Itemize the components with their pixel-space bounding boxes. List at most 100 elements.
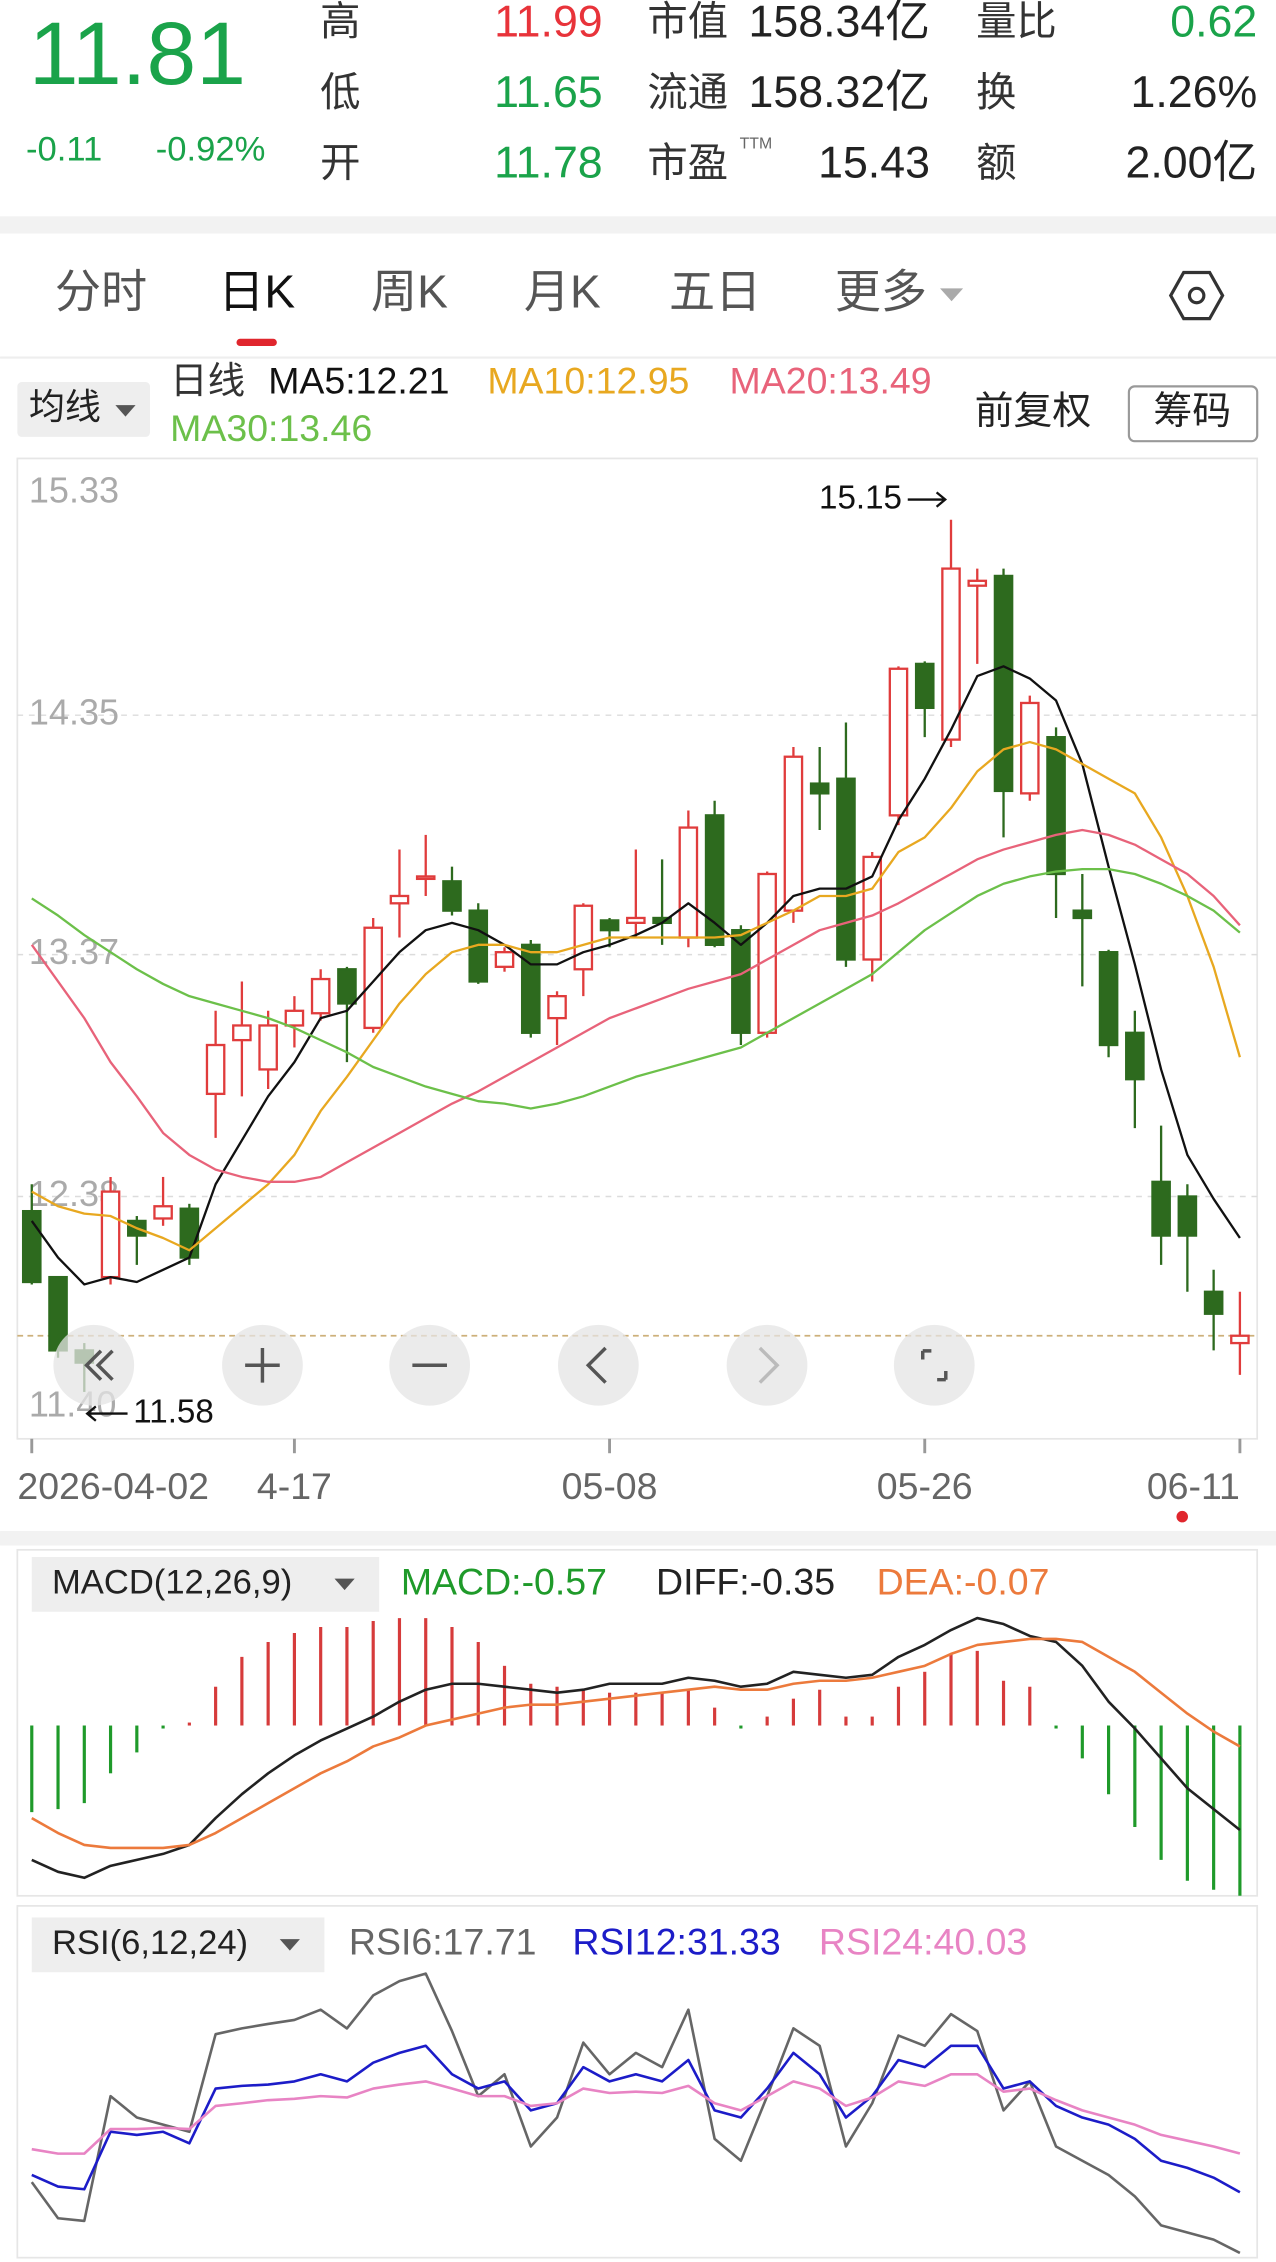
candle-body <box>415 875 436 881</box>
chips-button-bg[interactable] <box>1127 385 1259 443</box>
candle-body <box>100 1190 121 1279</box>
zoom-button[interactable] <box>893 1324 975 1406</box>
macd-button-bg[interactable] <box>31 1557 380 1612</box>
zoom-icon <box>585 1346 607 1384</box>
stat-value: 1.26% <box>1130 68 1257 117</box>
price-panel <box>16 457 1259 1440</box>
y-tick-label: 13.37 <box>29 931 119 972</box>
indicator-title[interactable]: RSI(6,12,24) <box>52 1924 248 1962</box>
candle-body <box>153 1205 173 1220</box>
stat-label: 低 <box>320 69 360 115</box>
legend-entry: RSI6:17.71 <box>349 1921 536 1963</box>
stat-value: 158.32亿 <box>749 68 930 117</box>
legend-entry: MA5:12.21 <box>268 359 449 401</box>
stat-value: 158.34亿 <box>749 0 930 46</box>
indicator-line <box>31 867 1241 1110</box>
chips-button[interactable]: 筹码 <box>1153 390 1231 433</box>
stat-value: 11.65 <box>494 68 603 117</box>
period-label: 日线 <box>170 359 245 401</box>
candle-body <box>284 1009 305 1027</box>
stat-value: 0.62 <box>1170 0 1257 46</box>
more-arrow <box>940 288 964 302</box>
candle-body <box>888 667 909 817</box>
legend-entry: MA30:13.46 <box>170 407 372 449</box>
candle-body <box>704 814 725 946</box>
legend-entry: RSI24:40.03 <box>819 1921 1027 1963</box>
candle-body <box>1125 1031 1145 1081</box>
max-label: 15.15 <box>819 479 902 516</box>
stat-label: 开 <box>320 139 360 185</box>
candle-body <box>862 855 883 961</box>
candle-body <box>232 1024 252 1042</box>
legend-entry: MACD:-0.57 <box>401 1560 607 1602</box>
zoom-button[interactable] <box>726 1324 808 1406</box>
dropdown-arrow <box>279 1939 300 1951</box>
stat-value: 11.78 <box>494 139 603 188</box>
event-dot <box>1176 1510 1189 1523</box>
candle-body <box>258 1024 278 1071</box>
rsi-button-bg[interactable] <box>31 1917 325 1973</box>
zoom-icon <box>921 1349 948 1382</box>
macd-panel <box>16 1548 1259 1897</box>
tab[interactable]: 五日 <box>669 266 761 318</box>
tab[interactable]: 日K <box>218 266 295 318</box>
max-arrow <box>907 491 948 508</box>
stat-value: 15.43 <box>818 139 930 188</box>
dropdown-arrow <box>334 1578 355 1591</box>
candle-body <box>914 662 935 710</box>
candle-body <box>573 904 594 971</box>
indicator-title[interactable]: MACD(12,26,9) <box>52 1564 292 1602</box>
tab[interactable]: 月K <box>524 266 601 318</box>
tab[interactable]: 分时 <box>55 266 147 318</box>
legend-entry: MA20:13.49 <box>730 359 932 401</box>
x-tick-label: 05-26 <box>877 1465 973 1507</box>
zoom-icon <box>758 1346 780 1384</box>
hexagon-dot <box>1187 286 1206 305</box>
candle-body <box>337 968 357 1005</box>
indicator-line <box>31 2072 1241 2155</box>
separator <box>0 216 1276 234</box>
price: 11.81 <box>29 3 246 103</box>
tab[interactable]: 周K <box>371 266 448 318</box>
candle-body <box>1177 1195 1198 1237</box>
candle-body <box>1151 1180 1171 1237</box>
candle-body <box>310 977 331 1015</box>
indicator-line <box>30 665 1241 1286</box>
candle-body <box>205 1043 226 1096</box>
change-pct: -0.92% <box>156 131 266 169</box>
candle-body <box>389 894 410 905</box>
stat-label: 额 <box>976 139 1016 185</box>
separator <box>0 1531 1276 1546</box>
x-tick-label: 2026-04-02 <box>17 1465 209 1507</box>
zoom-button[interactable] <box>557 1324 639 1406</box>
legend-entry: MA10:12.95 <box>487 359 689 401</box>
stat-sup: TTM <box>740 135 773 152</box>
zoom-button[interactable] <box>53 1324 135 1406</box>
stat-label: 量比 <box>976 0 1057 44</box>
min-arrow <box>85 1405 128 1422</box>
ma-button-bg[interactable] <box>17 382 150 437</box>
x-tick-label: 4-17 <box>257 1465 332 1507</box>
rsi-panel <box>16 1905 1259 2259</box>
candle-body <box>993 574 1014 793</box>
candle-body <box>599 919 620 932</box>
x-tick-label: 06-11 <box>1147 1465 1240 1507</box>
stat-label: 市盈 <box>647 139 728 185</box>
settings-icon[interactable] <box>1168 270 1225 321</box>
stat-value: 11.99 <box>494 0 603 46</box>
adjust-label[interactable]: 前复权 <box>975 390 1092 433</box>
candle-body <box>783 755 804 912</box>
candle-body <box>626 916 646 925</box>
candle-body <box>809 782 830 795</box>
candle-body <box>967 579 988 587</box>
stat-label: 换 <box>976 69 1016 115</box>
tab[interactable]: 更多 <box>835 266 927 318</box>
candle-body <box>442 880 462 912</box>
ma-button[interactable]: 均线 <box>29 386 101 427</box>
candle-body <box>731 929 751 1034</box>
stat-value: 2.00亿 <box>1126 139 1258 188</box>
legend-entry: RSI12:31.33 <box>572 1921 780 1963</box>
candle-body <box>494 951 515 968</box>
